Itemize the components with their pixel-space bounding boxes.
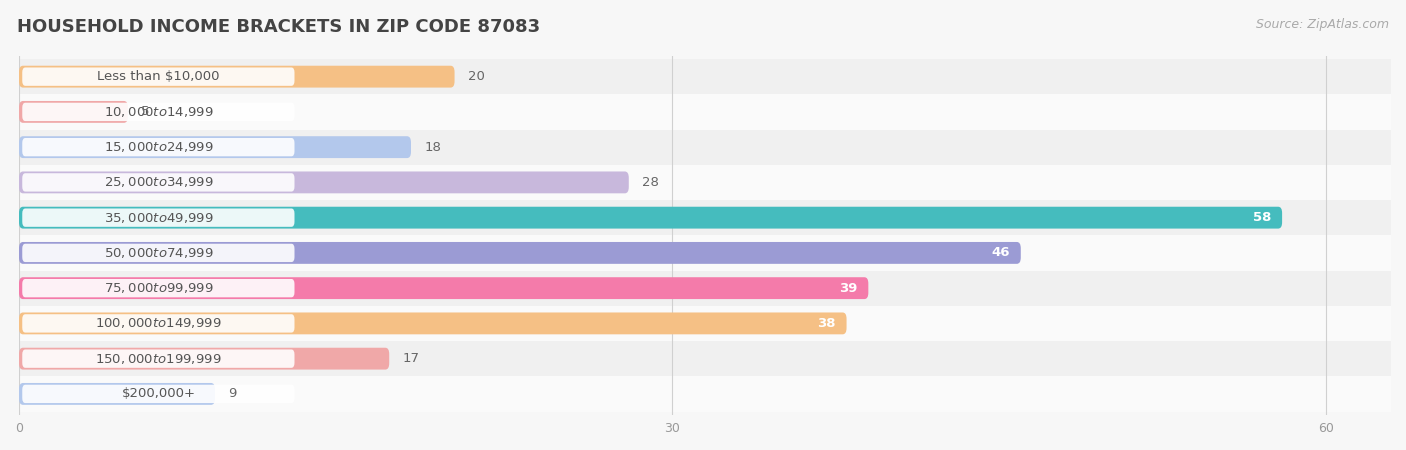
Text: Source: ZipAtlas.com: Source: ZipAtlas.com [1256, 18, 1389, 31]
Text: $150,000 to $199,999: $150,000 to $199,999 [96, 351, 222, 366]
FancyBboxPatch shape [22, 350, 294, 368]
FancyBboxPatch shape [20, 348, 389, 369]
Bar [20, 235, 1391, 270]
FancyBboxPatch shape [22, 138, 294, 156]
Text: $25,000 to $34,999: $25,000 to $34,999 [104, 176, 214, 189]
Bar [20, 130, 1391, 165]
FancyBboxPatch shape [22, 173, 294, 192]
FancyBboxPatch shape [20, 383, 215, 405]
Bar [20, 341, 1391, 376]
FancyBboxPatch shape [20, 312, 846, 334]
Text: $50,000 to $74,999: $50,000 to $74,999 [104, 246, 214, 260]
FancyBboxPatch shape [20, 277, 869, 299]
FancyBboxPatch shape [20, 207, 1282, 229]
FancyBboxPatch shape [22, 385, 294, 403]
Text: 28: 28 [643, 176, 659, 189]
Text: $15,000 to $24,999: $15,000 to $24,999 [104, 140, 214, 154]
Text: $200,000+: $200,000+ [121, 387, 195, 400]
FancyBboxPatch shape [20, 101, 128, 123]
Text: 18: 18 [425, 141, 441, 153]
Text: 46: 46 [991, 247, 1010, 259]
FancyBboxPatch shape [22, 103, 294, 121]
FancyBboxPatch shape [22, 244, 294, 262]
Text: 5: 5 [141, 105, 149, 118]
Bar [20, 270, 1391, 306]
FancyBboxPatch shape [20, 171, 628, 193]
Bar [20, 306, 1391, 341]
Text: 17: 17 [402, 352, 419, 365]
Text: $100,000 to $149,999: $100,000 to $149,999 [96, 316, 222, 330]
Bar [20, 165, 1391, 200]
Bar [20, 200, 1391, 235]
FancyBboxPatch shape [22, 208, 294, 227]
Text: Less than $10,000: Less than $10,000 [97, 70, 219, 83]
Text: HOUSEHOLD INCOME BRACKETS IN ZIP CODE 87083: HOUSEHOLD INCOME BRACKETS IN ZIP CODE 87… [17, 18, 540, 36]
FancyBboxPatch shape [20, 136, 411, 158]
Text: 20: 20 [468, 70, 485, 83]
FancyBboxPatch shape [20, 66, 454, 88]
Text: $10,000 to $14,999: $10,000 to $14,999 [104, 105, 214, 119]
Bar [20, 59, 1391, 94]
FancyBboxPatch shape [20, 242, 1021, 264]
Text: 38: 38 [817, 317, 835, 330]
Text: 9: 9 [228, 387, 236, 400]
Text: 58: 58 [1253, 211, 1271, 224]
FancyBboxPatch shape [22, 279, 294, 297]
FancyBboxPatch shape [22, 68, 294, 86]
Text: 39: 39 [839, 282, 858, 295]
Bar [20, 376, 1391, 412]
FancyBboxPatch shape [22, 314, 294, 333]
Bar [20, 94, 1391, 130]
Text: $75,000 to $99,999: $75,000 to $99,999 [104, 281, 214, 295]
Text: $35,000 to $49,999: $35,000 to $49,999 [104, 211, 214, 225]
